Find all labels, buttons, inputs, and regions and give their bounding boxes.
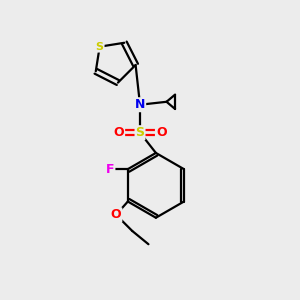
Text: O: O [111,208,122,221]
Text: S: S [136,126,145,139]
Text: F: F [106,163,114,176]
Text: O: O [113,126,124,139]
Text: N: N [135,98,145,111]
Text: O: O [156,126,166,139]
Text: S: S [96,42,104,52]
